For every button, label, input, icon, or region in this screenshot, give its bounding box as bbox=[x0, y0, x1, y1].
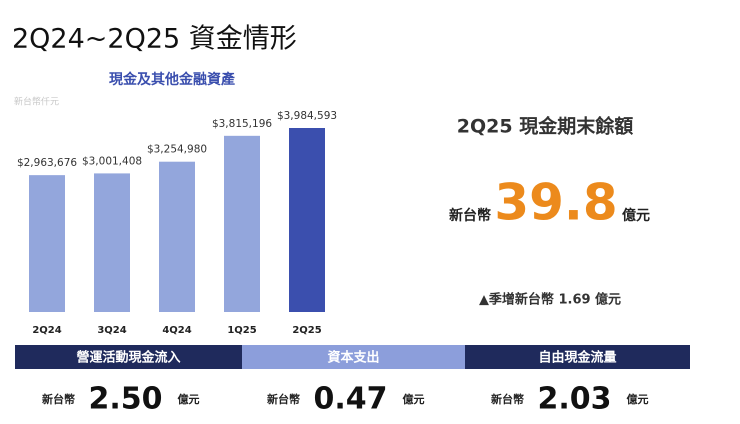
bar bbox=[224, 135, 260, 312]
highlight-note: ▲季增新台幣 1.69 億元 bbox=[479, 292, 621, 308]
chart-title: 現金及其他金融資產 bbox=[109, 71, 235, 88]
box-prefix: 新台幣 bbox=[267, 392, 300, 406]
box-unit: 億元 bbox=[178, 392, 200, 406]
box-header-bg bbox=[15, 345, 242, 369]
value-label: $3,984,593 bbox=[277, 110, 337, 122]
bar bbox=[29, 175, 65, 312]
highlight-unit: 億元 bbox=[622, 207, 650, 224]
box-value: 0.47 bbox=[313, 382, 387, 417]
value-label: $3,254,980 bbox=[147, 144, 207, 156]
value-label: $2,963,676 bbox=[17, 157, 77, 169]
highlight-heading: 2Q25 現金期末餘額 bbox=[457, 115, 633, 138]
box-prefix: 新台幣 bbox=[42, 392, 75, 406]
value-label: $3,815,196 bbox=[212, 118, 272, 130]
box-header: 營運活動現金流入 bbox=[76, 350, 180, 366]
chart-subtitle: 新台幣仟元 bbox=[14, 96, 59, 108]
box-header-bg bbox=[242, 345, 465, 369]
x-tick-label: 1Q25 bbox=[227, 325, 256, 336]
x-tick-label: 2Q24 bbox=[32, 325, 61, 336]
highlight-value: 39.8 bbox=[494, 174, 617, 232]
bar bbox=[94, 173, 130, 312]
page-title: 2Q24~2Q25 資金情形 bbox=[12, 24, 297, 55]
bar bbox=[159, 161, 195, 312]
value-label: $3,001,408 bbox=[82, 155, 142, 167]
bar bbox=[289, 128, 325, 312]
box-header-bg bbox=[465, 345, 690, 369]
box-header: 資本支出 bbox=[327, 350, 379, 366]
box-prefix: 新台幣 bbox=[491, 392, 524, 406]
box-value: 2.03 bbox=[537, 382, 611, 417]
x-tick-label: 4Q24 bbox=[162, 325, 191, 336]
box-unit: 億元 bbox=[403, 392, 425, 406]
highlight-prefix: 新台幣 bbox=[449, 207, 491, 224]
box-value: 2.50 bbox=[88, 382, 162, 417]
x-tick-label: 2Q25 bbox=[292, 325, 321, 336]
x-tick-label: 3Q24 bbox=[97, 325, 126, 336]
box-unit: 億元 bbox=[627, 392, 649, 406]
box-header: 自由現金流量 bbox=[538, 350, 616, 366]
